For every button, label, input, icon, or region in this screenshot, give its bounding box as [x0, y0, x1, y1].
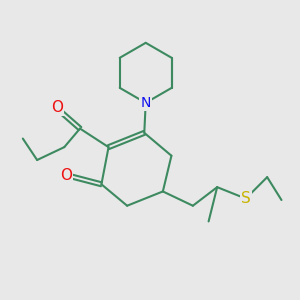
Text: O: O [51, 100, 63, 115]
Text: S: S [241, 191, 250, 206]
Text: N: N [140, 96, 151, 110]
Text: O: O [60, 168, 72, 183]
